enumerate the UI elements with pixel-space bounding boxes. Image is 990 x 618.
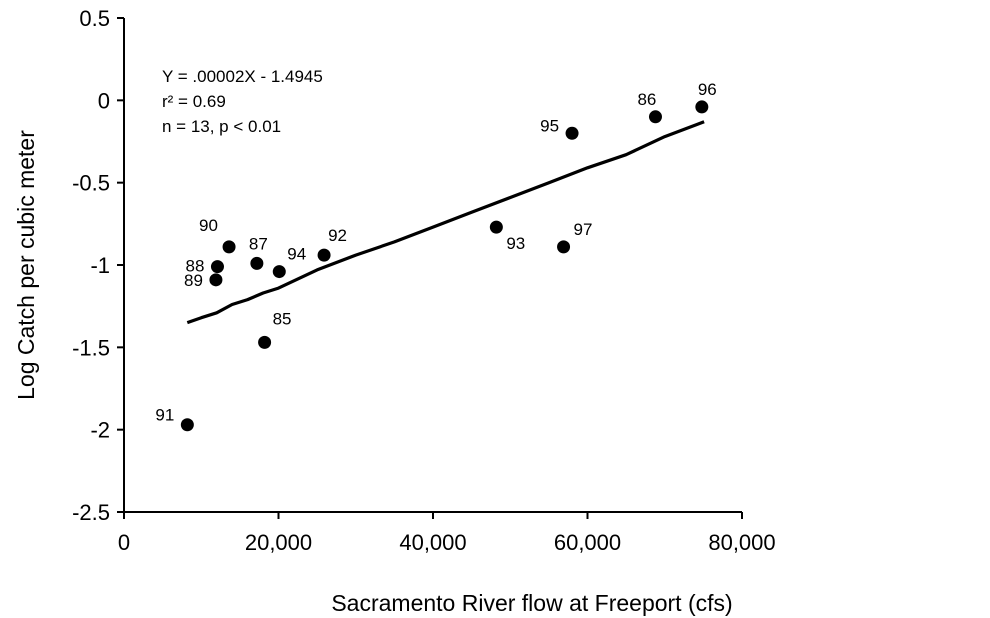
point-label-86: 86 <box>637 90 656 109</box>
y-tick-label: -2 <box>90 418 110 443</box>
n-p-text: n = 13, p < 0.01 <box>162 117 281 136</box>
y-tick-label: 0 <box>98 88 110 113</box>
x-axis-title: Sacramento River flow at Freeport (cfs) <box>331 590 732 616</box>
data-point-85 <box>258 335 272 349</box>
x-tick-label: 80,000 <box>708 530 775 555</box>
trendline <box>186 120 705 325</box>
point-label-96: 96 <box>698 80 717 99</box>
data-point-97 <box>557 240 571 254</box>
point-label-93: 93 <box>506 234 525 253</box>
x-tick-label: 20,000 <box>245 530 312 555</box>
y-tick-label: -1.5 <box>72 335 110 360</box>
data-point-94 <box>272 265 286 279</box>
data-point-88 <box>210 260 224 274</box>
x-tick-label: 60,000 <box>554 530 621 555</box>
axes: 0.5 0 -0.5 -1 -1.5 -2 -2.5 0 20,000 40,000 60,000 8… <box>72 6 776 555</box>
regression-annotation: Y = .00002X - 1.4945 r² = 0.69 n = 13, p… <box>162 67 323 136</box>
data-point-89 <box>209 273 223 287</box>
data-point-95 <box>565 126 579 140</box>
point-label-95: 95 <box>540 116 559 135</box>
data-point-87 <box>250 256 264 270</box>
point-label-87: 87 <box>249 234 268 253</box>
data-point-96 <box>695 100 709 114</box>
y-tick-label: -2.5 <box>72 500 110 525</box>
point-label-90: 90 <box>199 216 218 235</box>
y-tick-label: -1 <box>90 253 110 278</box>
point-label-91: 91 <box>155 406 174 425</box>
trendline-group <box>186 120 705 325</box>
point-label-94: 94 <box>287 245 306 264</box>
x-tick-label: 40,000 <box>399 530 466 555</box>
point-label-97: 97 <box>574 220 593 239</box>
point-label-85: 85 <box>273 309 292 328</box>
y-tick-label: -0.5 <box>72 171 110 196</box>
data-point-92 <box>317 248 331 262</box>
point-label-92: 92 <box>328 226 347 245</box>
regression-equation: Y = .00002X - 1.4945 <box>162 67 323 86</box>
point-label-89: 89 <box>184 271 203 290</box>
r-squared-text: r² = 0.69 <box>162 92 226 111</box>
data-point-86 <box>648 110 662 124</box>
data-point-93 <box>489 220 503 234</box>
point-label-88: 88 <box>186 257 205 276</box>
data-point-91 <box>180 418 194 432</box>
x-tick-label: 0 <box>118 530 130 555</box>
data-point-90 <box>222 240 236 254</box>
y-tick-label: 0.5 <box>79 6 110 31</box>
y-axis-title: Log Catch per cubic meter <box>13 130 39 400</box>
